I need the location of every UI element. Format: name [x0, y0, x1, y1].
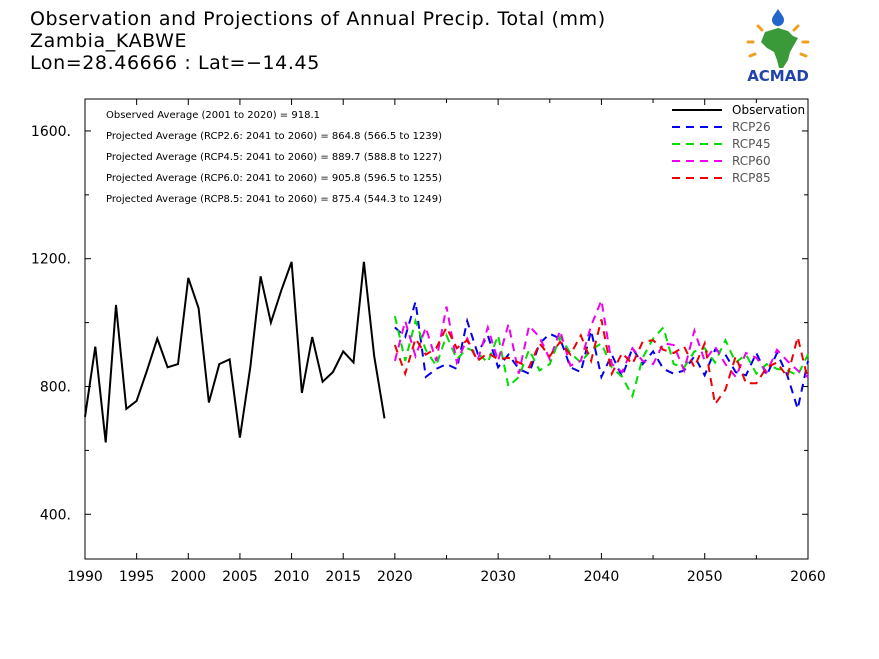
average-annotation: Projected Average (RCP6.0: 2041 to 2060)…: [106, 173, 442, 184]
x-tick-label: 1990: [67, 569, 103, 585]
acmad-logo: ACMAD: [746, 9, 810, 84]
x-tick-label: 2040: [584, 569, 620, 585]
legend-label-rcp85: RCP85: [732, 171, 771, 185]
x-tick-label: 2010: [274, 569, 310, 585]
x-tick-label: 2020: [377, 569, 413, 585]
africa-map-icon: [761, 28, 798, 68]
acmad-logo-text: ACMAD: [747, 67, 809, 84]
series-line-rcp60: [393, 296, 809, 379]
series-line-rcp26: [394, 301, 809, 413]
series-line-rcp45: [393, 315, 809, 399]
annotations: Observed Average (2001 to 2020) = 918.1 P…: [106, 110, 442, 205]
axis-ticks: 1990 1995 2000 2005 2010 2015 2020 2030 2040 2050…: [31, 99, 826, 585]
average-annotation: Projected Average (RCP8.5: 2041 to 2060)…: [106, 194, 442, 205]
x-tick-label: 2060: [790, 569, 826, 585]
series-line-rcp85: [393, 319, 809, 407]
average-annotation: Observed Average (2001 to 2020) = 918.1: [106, 110, 320, 121]
station-name: Zambia_KABWE: [30, 30, 188, 52]
legend-label-observation: Observation: [732, 103, 805, 117]
x-tick-label: 2050: [687, 569, 723, 585]
x-tick-label: 1995: [119, 569, 155, 585]
x-tick-label: 2030: [480, 569, 516, 585]
x-tick-label: 2000: [170, 569, 206, 585]
legend: Observation RCP26 RCP45 RCP60 RCP85: [672, 103, 805, 185]
station-coordinates: Lon=28.46666 : Lat=−14.45: [30, 52, 320, 74]
water-drop-icon: [772, 9, 784, 26]
legend-label-rcp45: RCP45: [732, 137, 771, 151]
chart-title: Observation and Projections of Annual Pr…: [30, 8, 606, 30]
y-tick-label: 800.: [40, 380, 71, 396]
y-tick-label: 400.: [40, 507, 71, 523]
series-group: [84, 261, 809, 443]
average-annotation: Projected Average (RCP2.6: 2041 to 2060)…: [106, 131, 442, 142]
title-block: Observation and Projections of Annual Pr…: [30, 8, 606, 74]
legend-label-rcp60: RCP60: [732, 154, 771, 168]
y-tick-label: 1600.: [31, 124, 71, 140]
y-tick-label: 1200.: [31, 252, 71, 268]
legend-label-rcp26: RCP26: [732, 120, 771, 134]
plot-frame: [84, 98, 809, 560]
x-tick-label: 2015: [325, 569, 361, 585]
average-annotation: Projected Average (RCP4.5: 2041 to 2060)…: [106, 152, 442, 163]
x-tick-label: 2005: [222, 569, 258, 585]
series-line-observation: [84, 261, 386, 443]
